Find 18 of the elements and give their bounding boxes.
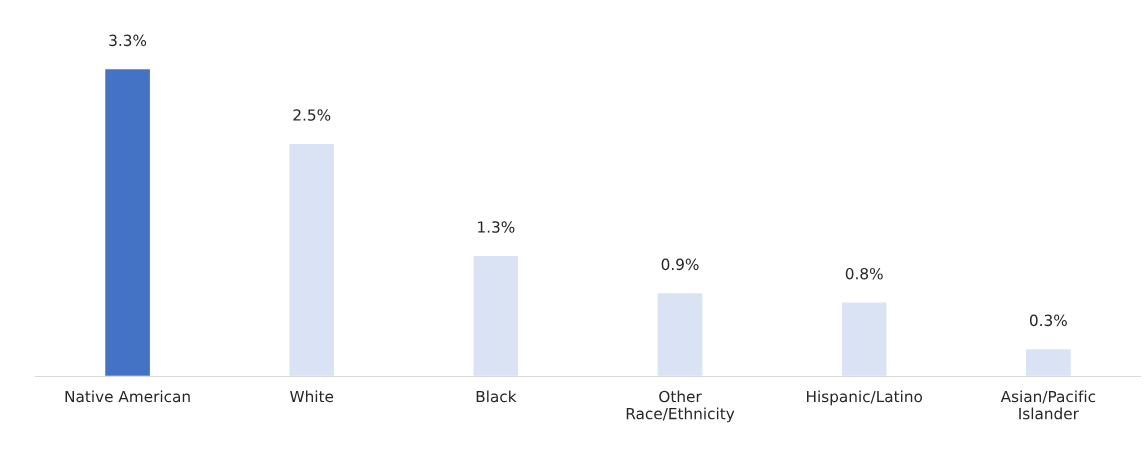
data-label: 2.5% xyxy=(293,109,331,121)
x-tick-label: Asian/Pacific Islander xyxy=(1000,390,1096,420)
x-tick-label: Other Race/Ethnicity xyxy=(626,390,735,423)
x-tick-label: Black xyxy=(476,390,517,403)
data-label: 0.8% xyxy=(845,267,883,280)
data-label: 1.3% xyxy=(478,221,515,233)
bar xyxy=(472,254,520,377)
bar xyxy=(288,142,336,377)
data-label: 3.3% xyxy=(109,34,147,47)
data-label: 0.9% xyxy=(661,258,699,271)
x-tick-label: Hispanic/Latino xyxy=(807,390,923,406)
bar xyxy=(656,291,704,377)
bar xyxy=(1024,347,1073,377)
bar xyxy=(840,301,888,377)
bar xyxy=(103,67,152,377)
data-label: 0.3% xyxy=(1029,314,1067,327)
x-tick-label: White xyxy=(290,390,334,403)
x-tick-label: Native American xyxy=(65,390,190,403)
